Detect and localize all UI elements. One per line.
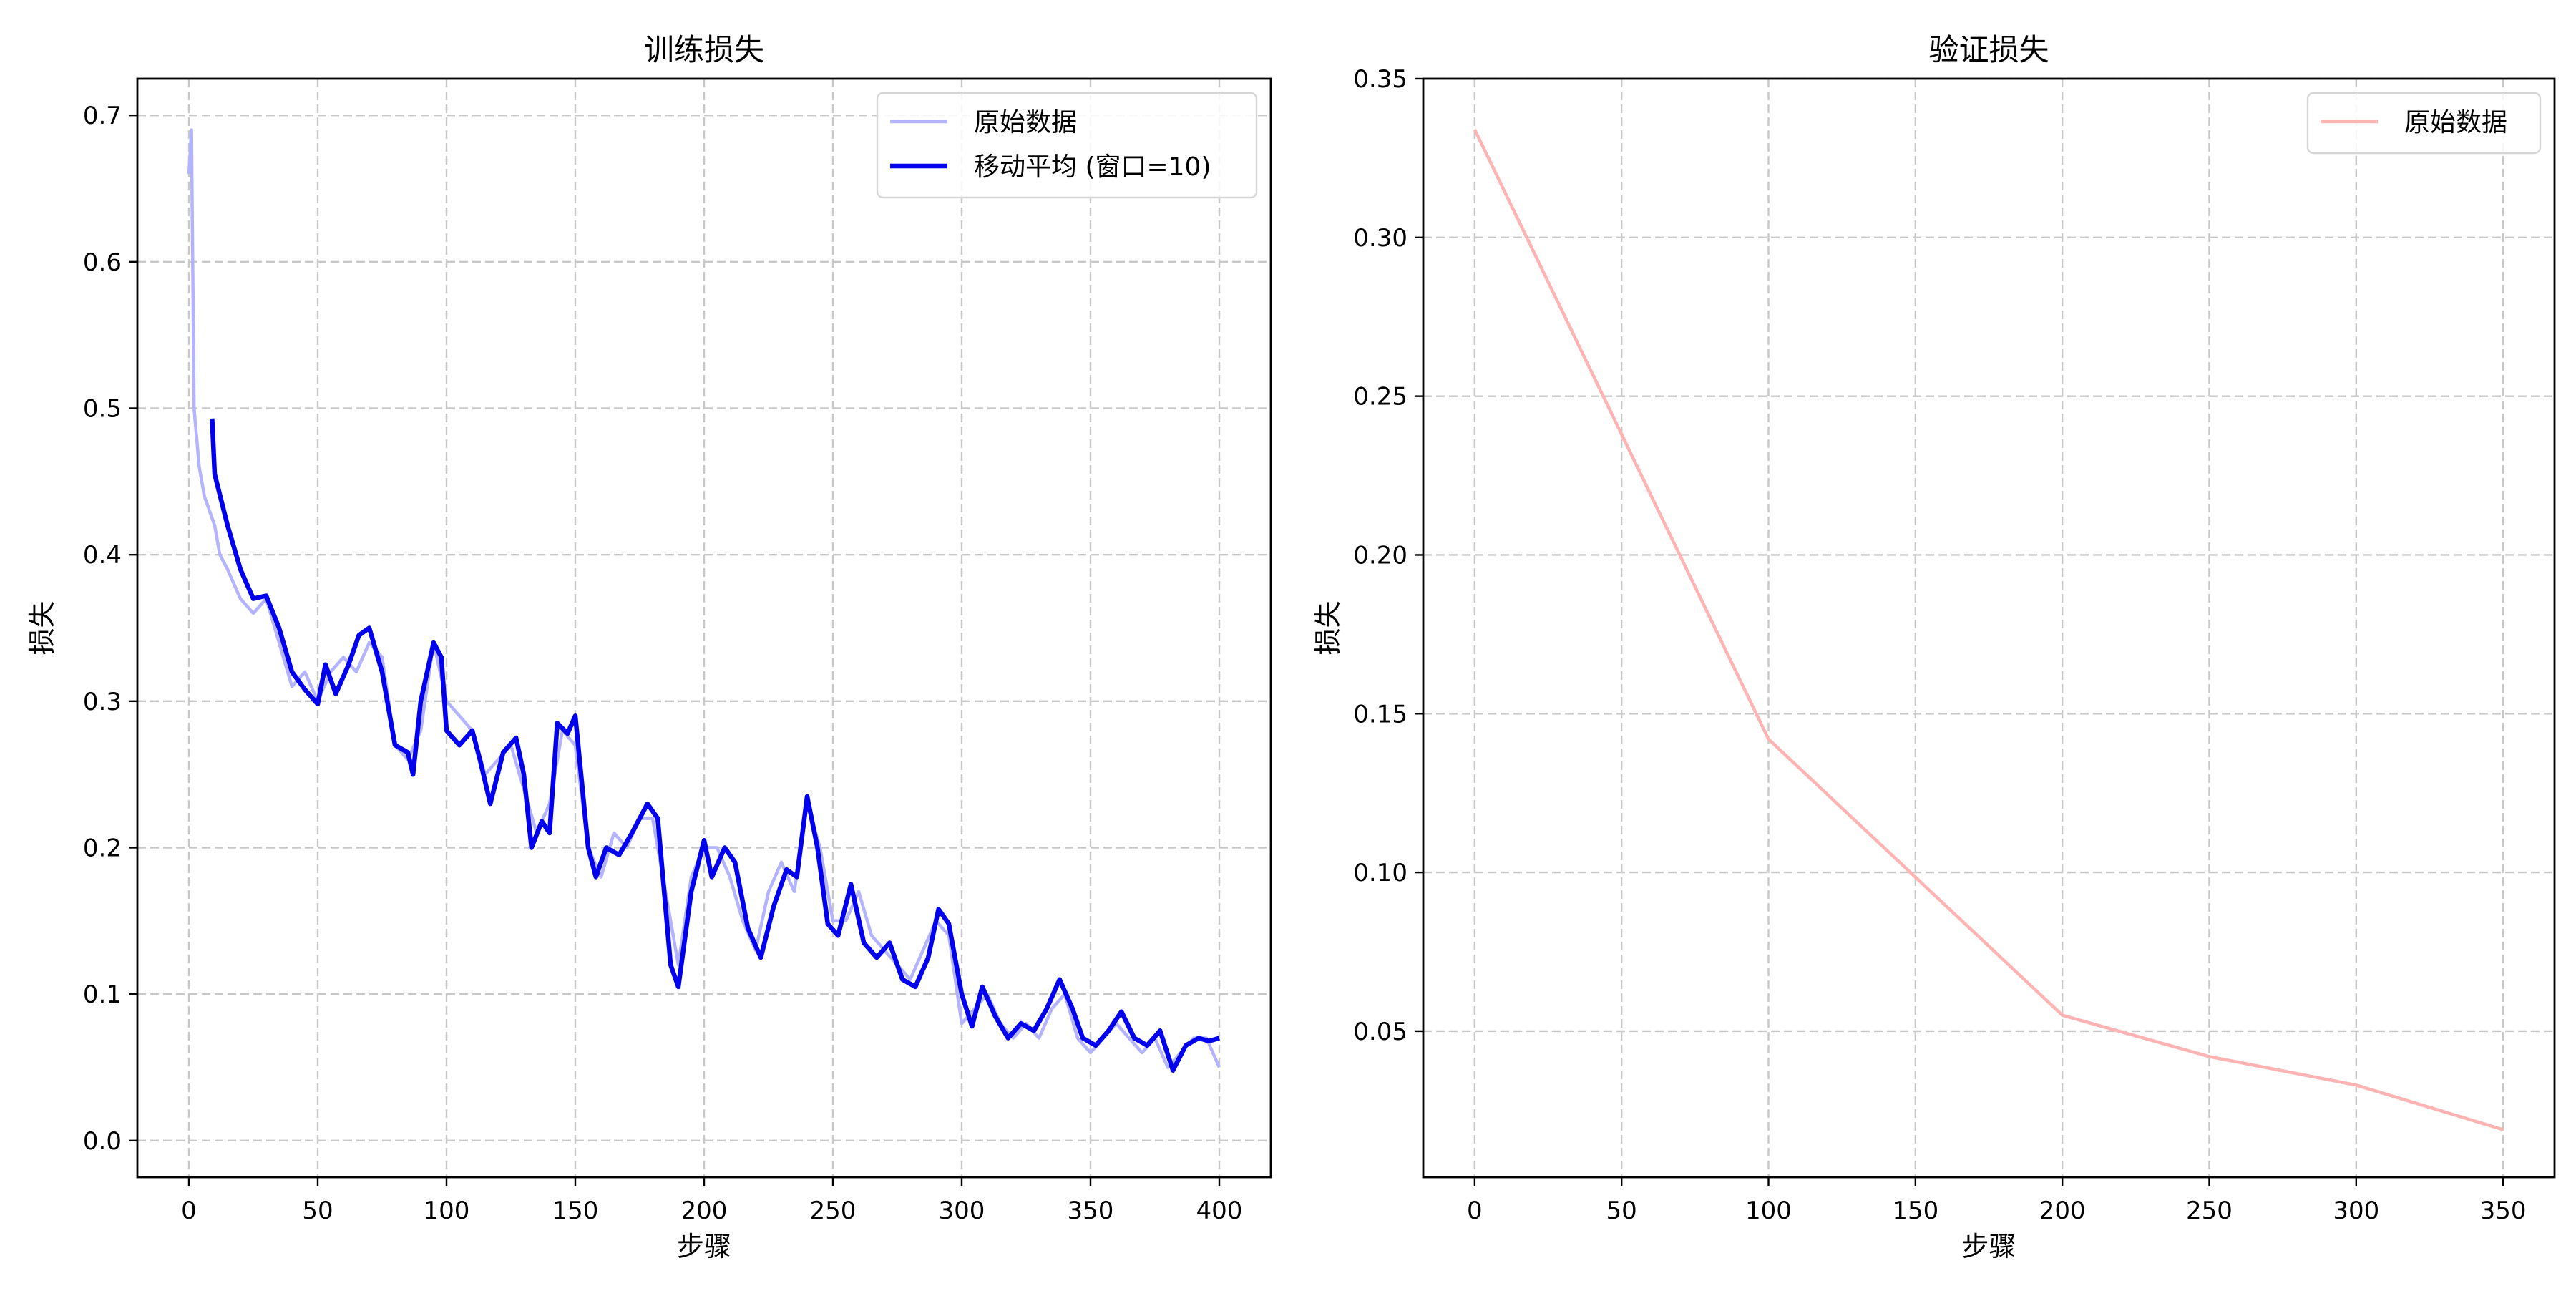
x-tick-label: 250 xyxy=(2186,1197,2233,1225)
y-tick-label: 0.20 xyxy=(1353,541,1407,570)
chart-title: 验证损失 xyxy=(1928,32,2049,67)
y-tick-label: 0.10 xyxy=(1353,859,1407,887)
x-tick-label: 50 xyxy=(302,1197,333,1225)
x-tick-label: 350 xyxy=(1068,1197,1114,1225)
legend-box xyxy=(2306,92,2542,155)
x-tick-label: 350 xyxy=(2480,1197,2527,1225)
y-tick-label: 0.15 xyxy=(1353,700,1407,729)
x-tick-label: 400 xyxy=(1196,1197,1243,1225)
y-tick-label: 0.6 xyxy=(83,248,122,277)
y-axis-label: 损失 xyxy=(26,600,58,655)
series-line-2 xyxy=(210,418,1220,1073)
y-tick-label: 0.35 xyxy=(1353,65,1407,94)
legend: 原始数据 xyxy=(2306,92,2542,155)
legend-entry: 原始数据 xyxy=(2404,108,2507,137)
y-tick-label: 0.4 xyxy=(83,541,122,570)
plot-frame xyxy=(1422,77,2556,1179)
y-tick-label: 0.2 xyxy=(83,834,122,863)
x-axis-label: 步骤 xyxy=(1961,1231,2016,1262)
x-tick-label: 300 xyxy=(2333,1197,2379,1225)
x-tick-label: 50 xyxy=(1606,1197,1637,1225)
y-axis-label: 损失 xyxy=(1312,600,1344,655)
chart-panel-1: 0 50 100 150 200 250 300 350 400 0.0 0.1 0.2 0.3 0.4 0… xyxy=(26,32,1272,1262)
x-axis-label: 步骤 xyxy=(677,1231,731,1262)
x-tick-label: 100 xyxy=(1745,1197,1792,1225)
series-line-1 xyxy=(1473,129,2504,1131)
x-tick-label: 150 xyxy=(552,1197,599,1225)
x-tick-label: 200 xyxy=(2039,1197,2086,1225)
x-tick-label: 0 xyxy=(181,1197,197,1225)
y-tick-label: 0.30 xyxy=(1353,224,1407,253)
y-tick-label: 0.5 xyxy=(83,395,122,424)
legend-entry: 原始数据 xyxy=(974,108,1077,137)
y-tick-label: 0.3 xyxy=(83,688,122,716)
x-tick-label: 150 xyxy=(1892,1197,1938,1225)
x-tick-label: 0 xyxy=(1467,1197,1483,1225)
y-tick-label: 0.1 xyxy=(83,980,122,1009)
x-tick-label: 100 xyxy=(424,1197,470,1225)
y-tick-label: 0.0 xyxy=(83,1127,122,1156)
y-tick-label: 0.25 xyxy=(1353,383,1407,411)
x-tick-label: 250 xyxy=(810,1197,857,1225)
x-tick-label: 300 xyxy=(939,1197,985,1225)
legend-entry: 移动平均 (窗口=10) xyxy=(974,152,1211,182)
legend-box xyxy=(876,92,1258,199)
x-tick-label: 200 xyxy=(681,1197,728,1225)
chart-title: 训练损失 xyxy=(644,32,764,67)
chart-panel-2: 0 50 100 150 200 250 300 350 0.05 0.10 0.15 0.20 0.2… xyxy=(1312,32,2556,1262)
y-tick-label: 0.05 xyxy=(1353,1018,1407,1046)
y-tick-label: 0.7 xyxy=(83,102,122,130)
